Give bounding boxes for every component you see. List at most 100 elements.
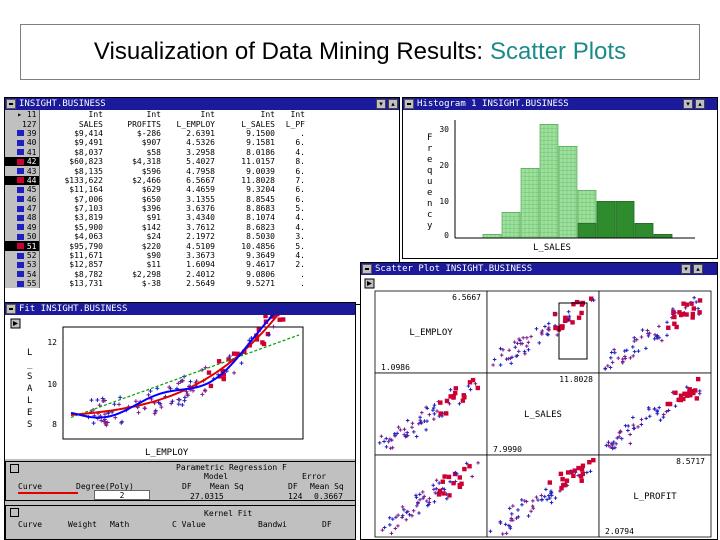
table-row[interactable]: 44 $133,622 $2,466 6.5667 11.8028 7. (5, 175, 307, 186)
fit-window[interactable]: Fit INSIGHT.BUSINESS L _ S A L E S 12 10 8 L_E… (4, 302, 356, 540)
table-cell[interactable]: 8.8683 (246, 204, 275, 214)
histogram-bar[interactable] (558, 146, 578, 239)
table-cell[interactable]: 4. (295, 147, 305, 157)
scatter-window[interactable]: Scatter Plot INSIGHT.BUSINESS ▾ ▴ 6.5667… (360, 262, 718, 540)
table-window[interactable]: INSIGHT.BUSINESS ▾ ▴ ▸ 11 Int Int Int In… (4, 97, 400, 305)
scatter-cell[interactable] (598, 454, 712, 538)
table-cell[interactable]: $3,819 (74, 213, 103, 223)
table-window-titlebar[interactable]: INSIGHT.BUSINESS (5, 98, 399, 110)
table-cell[interactable]: $8,782 (74, 269, 103, 279)
minimize-icon[interactable]: ▾ (681, 264, 691, 274)
histogram-highlight-bar[interactable] (596, 201, 616, 239)
table-cell[interactable]: $2,466 (132, 175, 161, 185)
histogram-bar[interactable] (482, 234, 502, 239)
table-cell[interactable]: $4,063 (74, 232, 103, 242)
table-cell[interactable]: $60,823 (69, 157, 103, 167)
table-cell[interactable]: 6. (295, 194, 305, 204)
table-row[interactable]: 46 $7,006 $650 3.1355 8.8545 6. (5, 194, 307, 204)
table-cell[interactable]: 1.6094 (186, 260, 215, 270)
table-cell[interactable]: 4.5109 (186, 241, 215, 251)
table-arrow-button[interactable] (10, 508, 19, 517)
table-row[interactable]: 50 $4,063 $24 2.1972 8.5030 3. (5, 232, 307, 242)
table-cell[interactable]: $-286 (136, 128, 161, 138)
maximize-icon[interactable]: ▴ (388, 99, 398, 109)
row-header[interactable]: 43 (5, 166, 40, 176)
row-header[interactable]: 41 (5, 147, 40, 157)
histogram-window-titlebar[interactable]: Histogram 1 INSIGHT.BUSINESS (403, 98, 717, 110)
fit-window-titlebar[interactable]: Fit INSIGHT.BUSINESS (5, 303, 355, 315)
table-cell[interactable]: 6. (295, 138, 305, 148)
table-row[interactable]: 43 $8,135 $596 4.7958 9.0039 6. (5, 166, 307, 176)
table-cell[interactable]: 8.6823 (246, 222, 275, 232)
row-header[interactable]: 49 (5, 222, 40, 233)
scatter-cell[interactable] (374, 290, 488, 374)
histogram-highlight-bar[interactable] (577, 223, 597, 239)
table-cell[interactable]: $142 (141, 222, 161, 232)
row-header[interactable]: 40 (5, 138, 40, 148)
table-cell[interactable]: 6.5667 (186, 175, 215, 185)
table-cell[interactable]: $907 (141, 138, 161, 148)
parametric-regression-table[interactable]: Parametric Regression F Curve Degree(Pol… (5, 461, 355, 501)
table-cell[interactable]: $8,135 (74, 166, 103, 176)
table-cell[interactable]: 9.3204 (246, 185, 275, 195)
table-cell[interactable]: $9,414 (74, 128, 103, 138)
table-row[interactable]: 54 $8,782 $2,298 2.4012 9.0806. (5, 269, 307, 280)
table-row[interactable]: 48 $3,819 $91 3.4340 8.1074 4. (5, 213, 307, 223)
histogram-window[interactable]: Histogram 1 INSIGHT.BUSINESS ▾ ▴ L_SALES… (402, 97, 718, 259)
table-cell[interactable]: $91 (146, 213, 161, 223)
table-cell[interactable]: $629 (141, 185, 161, 195)
table-cell[interactable]: 11.0157 (241, 157, 275, 167)
table-cell[interactable]: 10.4856 (241, 241, 275, 251)
table-cell[interactable]: . (300, 279, 305, 289)
table-cell[interactable]: 7. (295, 175, 305, 185)
table-cell[interactable]: $9,491 (74, 138, 103, 148)
table-cell[interactable]: 2.6391 (186, 128, 215, 138)
table-cell[interactable]: 5. (295, 204, 305, 214)
table-cell[interactable]: 4.4659 (186, 185, 215, 195)
table-cell[interactable]: $12,857 (69, 260, 103, 270)
table-cell[interactable]: 8.5030 (246, 232, 275, 242)
table-cell[interactable]: 3.6376 (186, 204, 215, 214)
column-header-l-employ[interactable]: L_EMPLOY (176, 119, 215, 129)
table-cell[interactable]: $7,103 (74, 204, 103, 214)
table-cell[interactable]: $11,164 (69, 185, 103, 195)
table-arrow-button[interactable] (10, 464, 19, 473)
table-cell[interactable]: 5. (295, 241, 305, 251)
table-cell[interactable]: 3.2958 (186, 147, 215, 157)
table-cell[interactable]: 4.7958 (186, 166, 215, 176)
row-header[interactable]: 46 (5, 194, 40, 204)
histogram-bar[interactable] (520, 168, 540, 239)
table-row[interactable]: 41 $8,037 $58 3.2958 8.0186 4. (5, 147, 307, 157)
maximize-icon[interactable]: ▴ (695, 99, 705, 109)
column-header-sales[interactable]: SALES (78, 119, 103, 129)
row-header[interactable]: 50 (5, 232, 40, 242)
table-cell[interactable]: $13,731 (69, 279, 103, 289)
table-cell[interactable]: 4.5326 (186, 138, 215, 148)
table-cell[interactable]: 9.1581 (246, 138, 275, 148)
table-row[interactable]: 45 $11,164 $629 4.4659 9.3204 6. (5, 185, 307, 195)
table-cell[interactable]: $11,671 (69, 251, 103, 261)
table-cell[interactable]: 8. (295, 157, 305, 167)
histogram-bar[interactable] (539, 124, 559, 239)
table-cell[interactable]: . (300, 269, 305, 279)
table-row[interactable]: 52 $11,671 $90 3.3673 9.3649 4. (5, 250, 307, 261)
table-row[interactable]: 40 $9,491 $907 4.5326 9.1581 6. (5, 138, 307, 148)
minimize-icon[interactable]: ▾ (683, 99, 693, 109)
table-cell[interactable]: 9.0806 (246, 269, 275, 279)
table-cell[interactable]: 2. (295, 260, 305, 270)
table-row[interactable]: 49 $5,900 $142 3.7612 8.6823 4. (5, 222, 307, 233)
table-cell[interactable]: 4. (295, 222, 305, 232)
table-cell[interactable]: $2,298 (132, 269, 161, 279)
table-cell[interactable]: $7,006 (74, 194, 103, 204)
table-cell[interactable]: 9.0039 (246, 166, 275, 176)
table-cell[interactable]: $396 (141, 204, 161, 214)
column-header-profits[interactable]: PROFITS (127, 119, 161, 129)
scatter-cell[interactable] (374, 372, 488, 456)
row-header[interactable]: 55 (5, 279, 40, 289)
table-cell[interactable]: 4. (295, 213, 305, 223)
row-header[interactable]: 42 (5, 156, 40, 167)
table-row[interactable]: 55 $13,731 $-38 2.5649 9.5271. (5, 279, 307, 289)
table-cell[interactable]: $4,318 (132, 157, 161, 167)
minimize-icon[interactable]: ▾ (376, 99, 386, 109)
scatter-matrix-chart[interactable]: 6.5667 L_EMPLOY 1.0986 11.8028 L_SALES 7.9990… (361, 275, 718, 540)
